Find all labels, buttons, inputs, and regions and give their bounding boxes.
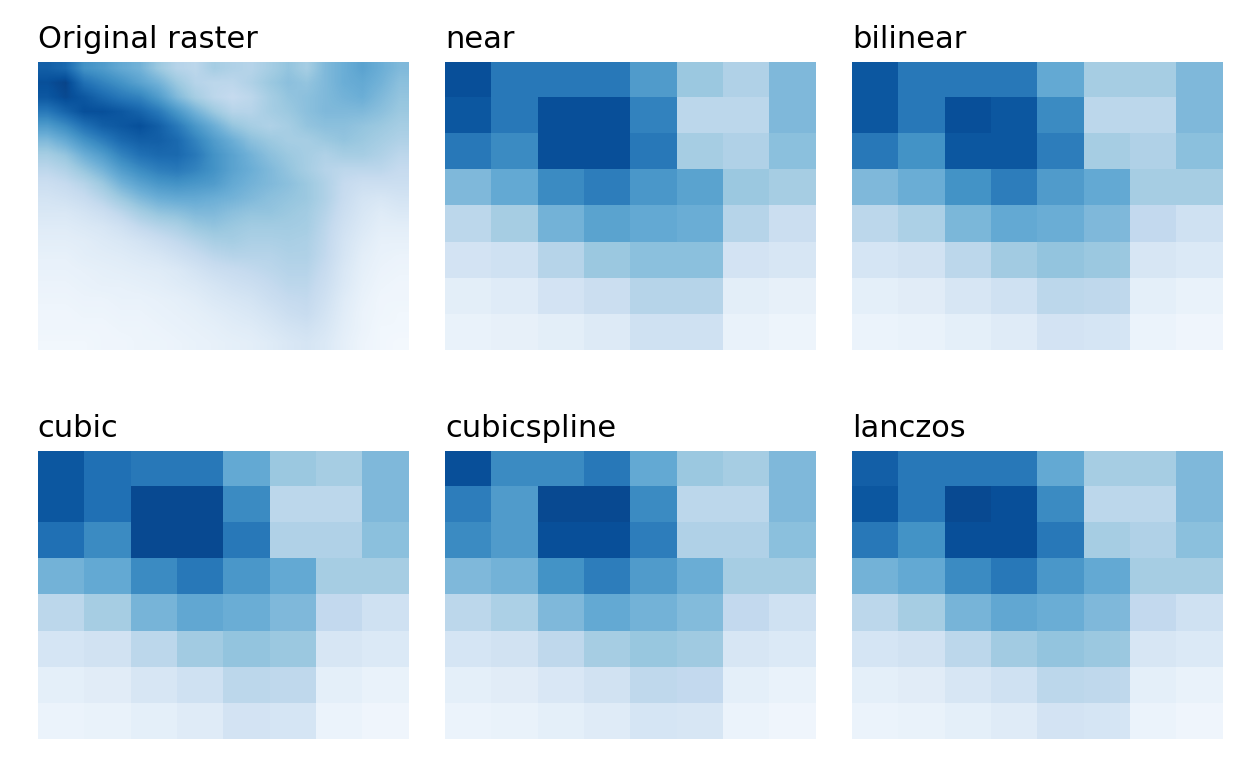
Text: Original raster: Original raster (38, 26, 258, 54)
Text: cubicspline: cubicspline (445, 414, 616, 443)
Text: bilinear: bilinear (852, 26, 966, 54)
Text: near: near (445, 26, 514, 54)
Text: lanczos: lanczos (852, 414, 965, 443)
Text: cubic: cubic (38, 414, 118, 443)
